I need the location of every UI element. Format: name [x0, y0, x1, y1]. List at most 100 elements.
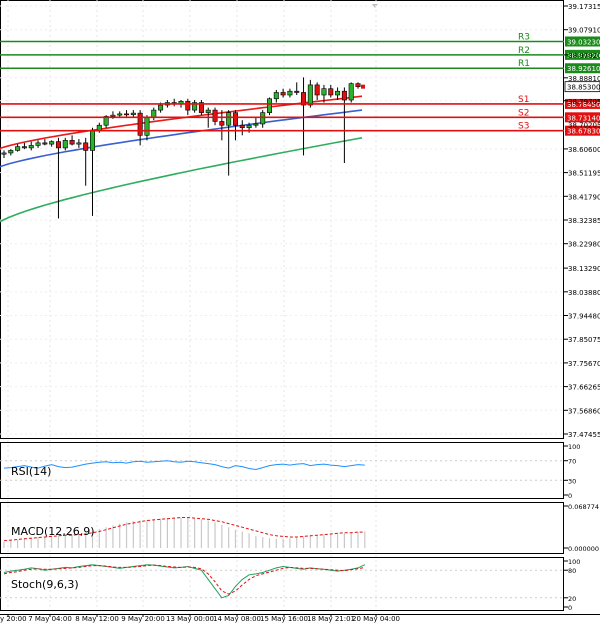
candle-body: [21, 146, 27, 149]
candle-body: [307, 84, 313, 106]
candle-body: [55, 141, 61, 149]
stoch-tick-label: 80: [568, 567, 576, 575]
current-price-box: [564, 81, 600, 93]
level-name-s2: S2: [518, 108, 529, 118]
candle-body: [348, 83, 354, 101]
candle-body: [219, 121, 225, 126]
candle-body: [62, 140, 68, 149]
price-tick-label: 39.07910: [568, 27, 600, 35]
price-tick-label: 37.85075: [568, 336, 600, 344]
time-tick-label: 18 May 21:01: [307, 615, 355, 623]
stoch-tick-label: 20: [568, 595, 576, 603]
candle-body: [90, 129, 96, 151]
rsi-label: RSI(14): [11, 465, 51, 478]
price-tick-label: 37.47455: [568, 431, 600, 439]
rsi-panel-frame: [0, 442, 564, 499]
stoch-signal-line: [3, 564, 365, 595]
level-name-s1: S1: [518, 95, 529, 105]
candle-body: [185, 100, 191, 111]
level-price-box: [565, 112, 600, 123]
macd-signal-line: [3, 517, 365, 542]
time-tick-label: 15 May 16:00: [260, 615, 308, 623]
candle-body: [226, 112, 232, 126]
time-tick-label: 14 May 08:00: [213, 615, 261, 623]
price-tick-label: 38.41790: [568, 193, 600, 201]
candle-body: [301, 92, 307, 106]
candle-body: [124, 113, 130, 116]
rsi-line: [3, 460, 365, 471]
candle-body: [341, 90, 347, 101]
level-price-label: 38.73140: [567, 114, 600, 122]
candle-body: [8, 150, 14, 154]
candle-body: [280, 92, 286, 96]
level-price-label: 38.92610: [567, 65, 600, 73]
stoch-panel-frame: [0, 557, 564, 611]
candle-body: [212, 109, 218, 122]
candle-body: [117, 113, 123, 116]
price-tick-label: 38.60600: [568, 146, 600, 154]
level-price-box: [565, 98, 600, 109]
candle-body: [266, 98, 272, 113]
candle-body: [192, 102, 198, 111]
price-tick-label: 38.32385: [568, 217, 600, 225]
price-tick-label: 38.51195: [568, 170, 600, 178]
rsi-tick-label: 30: [568, 477, 576, 485]
price-tick-label: 38.13290: [568, 265, 600, 273]
candle-body: [335, 90, 341, 96]
level-name-r1: R1: [518, 59, 530, 69]
candle-body: [321, 88, 327, 96]
candle-body: [205, 109, 211, 113]
price-tick-label: 38.88810: [568, 75, 600, 83]
time-tick-label: y 20:00: [0, 615, 27, 623]
candle-body: [137, 112, 143, 136]
candle-body: [273, 92, 279, 100]
candle-body: [260, 112, 266, 125]
price-tick-label: 37.75670: [568, 360, 600, 368]
candle-body: [15, 146, 21, 151]
stoch-tick-label: 0: [568, 604, 572, 612]
rsi-tick-label: 100: [568, 443, 580, 451]
candle-body: [294, 90, 300, 93]
price-tick-label: 38.03880: [568, 289, 600, 297]
macd-tick-label: 0.068774: [568, 503, 599, 511]
candle-body: [83, 142, 89, 151]
rsi-tick-label: 70: [568, 458, 576, 466]
candle-body: [144, 117, 150, 136]
candle-body: [35, 142, 41, 146]
time-tick-label: 20 May 04:00: [352, 615, 400, 623]
price-tick-label: 38.79705: [568, 98, 600, 106]
candle-body: [314, 84, 320, 96]
price-tick-label: 37.56860: [568, 407, 600, 415]
time-tick-label: 8 May 12:00: [75, 615, 119, 623]
moving-average-line: [0, 137, 363, 223]
price-axis-label: 38.70205: [568, 122, 600, 130]
macd-panel-frame: [0, 502, 564, 554]
level-price-label: 38.78450: [567, 101, 600, 109]
time-tick-label: 7 May 04:00: [28, 615, 72, 623]
candle-body: [198, 102, 204, 113]
candle-body: [42, 142, 48, 145]
stoch-tick-label: 100: [568, 558, 580, 566]
level-price-box: [565, 125, 600, 136]
level-price-label: 38.97920: [567, 52, 600, 60]
stoch-label: Stoch(9,6,3): [11, 578, 79, 591]
level-price-label: 38.67830: [567, 128, 600, 136]
candle-body: [232, 112, 238, 126]
candle-body: [110, 114, 116, 117]
candle-body: [96, 124, 102, 131]
level-price-label: 39.03230: [567, 38, 600, 46]
time-tick-label: 9 May 20:00: [121, 615, 165, 623]
macd-label: MACD(12,26,9): [11, 525, 95, 538]
level-name-r2: R2: [518, 46, 530, 56]
level-price-box: [565, 49, 600, 60]
level-name-r3: R3: [518, 32, 530, 42]
current-price-marker: [361, 84, 365, 89]
candle-body: [355, 83, 361, 87]
candle-body: [246, 124, 252, 129]
candle-body: [1, 152, 7, 155]
macd-tick-label: 0.000000: [568, 545, 599, 553]
price-tick-label: 37.94480: [568, 313, 600, 321]
candle-body: [28, 145, 34, 149]
